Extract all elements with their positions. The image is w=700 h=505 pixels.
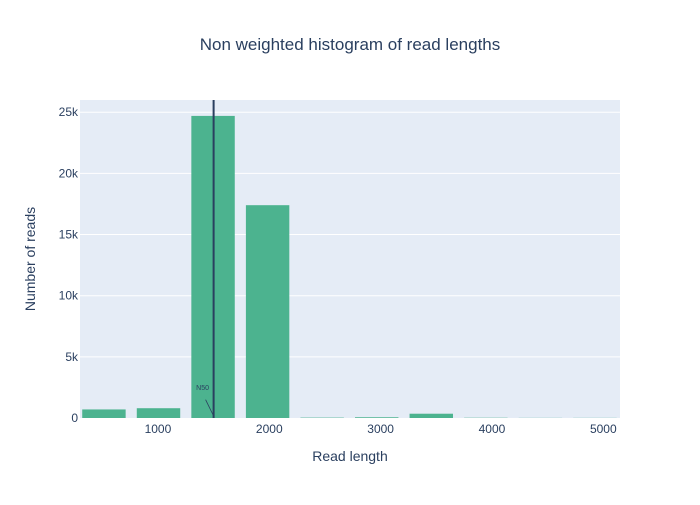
x-tick-label: 5000 bbox=[590, 422, 617, 436]
chart-title: Non weighted histogram of read lengths bbox=[200, 35, 501, 54]
n50-annotation-label: N50 bbox=[196, 385, 209, 392]
x-tick-label: 4000 bbox=[479, 422, 506, 436]
plot-background bbox=[80, 100, 620, 418]
y-tick-label: 15k bbox=[59, 228, 79, 242]
x-tick-layer: 1000 2000 3000 4000 5000 bbox=[145, 422, 617, 436]
histogram-bar bbox=[82, 409, 125, 418]
histogram-bar bbox=[410, 414, 453, 418]
histogram-bar bbox=[246, 205, 289, 418]
x-tick-label: 1000 bbox=[145, 422, 172, 436]
x-axis-label: Read length bbox=[312, 448, 388, 464]
y-tick-layer: 0 5k 10k 15k 20k 25k bbox=[59, 105, 79, 425]
y-tick-label: 5k bbox=[65, 350, 79, 364]
y-tick-label: 0 bbox=[71, 411, 78, 425]
y-tick-label: 25k bbox=[59, 105, 79, 119]
y-tick-label: 20k bbox=[59, 166, 79, 180]
x-tick-label: 2000 bbox=[256, 422, 283, 436]
y-axis-label: Number of reads bbox=[22, 207, 38, 311]
histogram-bar bbox=[355, 417, 398, 418]
histogram-bar bbox=[137, 408, 180, 418]
y-tick-label: 10k bbox=[59, 289, 79, 303]
x-tick-label: 3000 bbox=[367, 422, 394, 436]
